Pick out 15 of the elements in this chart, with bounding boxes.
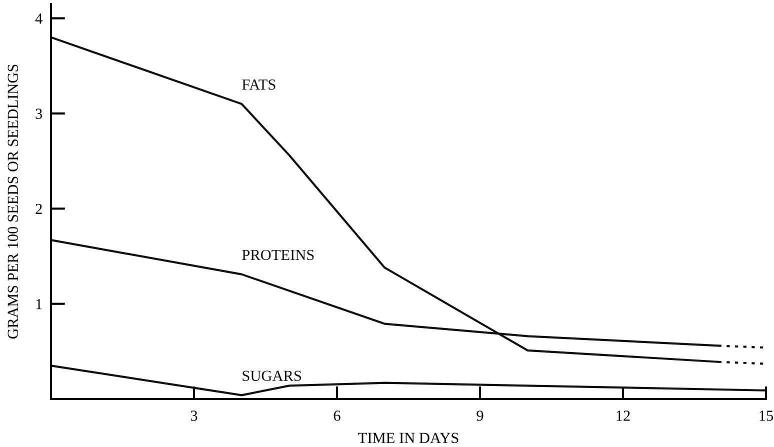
- line-series: [51, 364, 766, 396]
- x-axis-title: TIME IN DAYS: [358, 432, 458, 444]
- x-tick-label: 12: [616, 410, 630, 421]
- y-axis-title: GRAMS PER 100 SEEDS OR SEEDLINGS: [8, 64, 18, 339]
- x-tick-label: 15: [760, 410, 774, 421]
- series-label: FATS: [242, 79, 276, 90]
- x-tick-label: 6: [334, 410, 340, 421]
- x-tick-label: 3: [190, 410, 198, 421]
- series-label: PROTEINS: [242, 250, 314, 260]
- y-tick-label: 3: [36, 108, 42, 119]
- y-tick-label: 2: [36, 204, 42, 214]
- y-tick-label: 4: [35, 14, 42, 24]
- series-label: SUGARS: [242, 370, 302, 381]
- y-tick-label: 1: [36, 299, 42, 310]
- x-tick-label: 9: [476, 410, 484, 421]
